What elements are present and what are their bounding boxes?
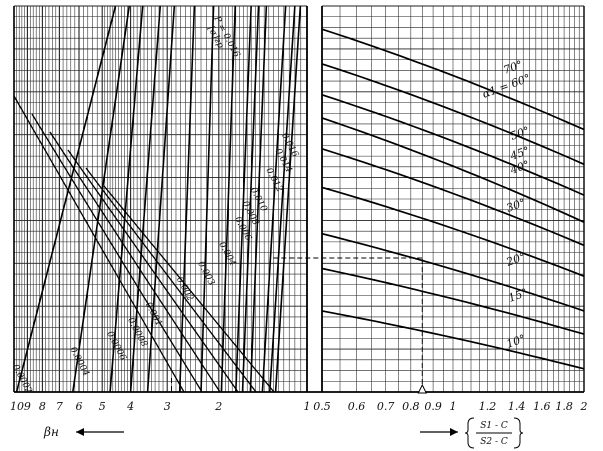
- background-diagonal: [103, 185, 275, 393]
- left-x-tick-label: 3: [164, 400, 171, 413]
- p-curve-0.014: [268, 5, 296, 393]
- right-x-tick-label: 1.2: [479, 400, 497, 413]
- right-x-tick-label: 0.6: [348, 400, 366, 413]
- alpha-curve-5: [321, 186, 585, 277]
- left-x-tick-label: 2: [214, 400, 222, 413]
- right-x-tick-label: 2: [580, 400, 588, 413]
- right-axis-arrowhead: [450, 428, 458, 436]
- p-curve-0.001: [146, 5, 176, 393]
- p-curve-0.006: [234, 5, 252, 393]
- alpha-curve-1: [321, 63, 585, 166]
- alpha-curve-8: [321, 310, 585, 370]
- right-x-tick-label: 1: [450, 400, 457, 413]
- alpha-curve-2: [321, 93, 585, 196]
- p-curve-label: 0.004: [216, 240, 237, 268]
- p-curve-label: 0.003: [195, 260, 216, 288]
- background-diagonal: [85, 167, 257, 393]
- left-axis-arrowhead: [76, 428, 84, 436]
- p-curve-0.002: [178, 5, 196, 393]
- p-curve-0.016: [274, 5, 302, 393]
- left-x-tick-label: 6: [76, 400, 83, 413]
- alpha-curve-label: 70°: [502, 58, 525, 77]
- p-curve-0.0002: [15, 5, 117, 393]
- left-x-tick-label: 7: [56, 400, 63, 413]
- alpha-curve-label: 40°: [508, 158, 532, 177]
- left-x-tick-label: 1: [304, 400, 311, 413]
- alpha-curve-3: [321, 117, 585, 223]
- background-diagonal: [67, 149, 239, 393]
- fraction-bracket-left: [464, 417, 475, 449]
- example-marker-triangle: [417, 383, 428, 394]
- grid: [13, 5, 585, 393]
- p-curve-0.008: [241, 5, 260, 393]
- background-diagonal: [31, 113, 203, 393]
- left-axis-title: βн: [43, 425, 59, 439]
- alpha-curve-label: 30°: [505, 196, 528, 215]
- p-curve-0.012: [261, 5, 287, 393]
- p-curve-label: 0.001: [143, 301, 164, 328]
- alpha-curve-0: [321, 28, 585, 131]
- p-curve-label: 0.012: [263, 167, 284, 195]
- right-x-tick-label: 0.9: [424, 400, 442, 413]
- alpha-curve-6: [321, 232, 585, 312]
- left-x-tick-label: 9: [24, 400, 31, 413]
- p-curve-0.0004: [72, 5, 131, 393]
- right-axis-title-denominator: S2 - C: [480, 437, 508, 447]
- curves: [13, 5, 585, 393]
- right-x-tick-label: 1.6: [533, 400, 551, 413]
- p-curve-0.003: [200, 5, 215, 393]
- p-curve-0.0008: [129, 5, 162, 393]
- axes: 10 9 8 7 6 5 4 3 2 1 0.5 0.6 0.7 0.8 0.9 1 1.2 1.4 1.6 1.8 2…: [10, 383, 588, 449]
- alpha-curve-label: 50°: [509, 124, 532, 143]
- left-x-tick-label: 8: [39, 400, 46, 413]
- alpha-curve-7: [321, 267, 585, 335]
- left-x-tick-label: 10: [10, 400, 24, 413]
- right-x-tick-label: 0.7: [377, 400, 395, 413]
- p-curve-0.010: [249, 5, 268, 393]
- p-curve-0.004: [220, 5, 237, 393]
- fraction-bracket-right: [513, 417, 524, 449]
- right-x-tick-label: 1.8: [555, 400, 573, 413]
- p-curve-0.0006: [109, 5, 144, 393]
- right-x-tick-label: 0.5: [313, 400, 331, 413]
- right-axis-title-numerator: S1 - C: [480, 421, 508, 431]
- alpha-curve-label: 10°: [505, 332, 528, 351]
- background-diagonal: [13, 95, 185, 393]
- background-diagonal: [49, 131, 221, 393]
- right-x-tick-label: 1.4: [508, 400, 526, 413]
- left-x-tick-label: 4: [126, 400, 134, 413]
- left-x-tick-label: 5: [99, 400, 106, 413]
- alpha-curve-4: [321, 147, 585, 247]
- p-curve-label: 0.002: [174, 275, 195, 303]
- alpha-curve-label: 15°: [507, 286, 530, 305]
- right-x-tick-label: 0.8: [402, 400, 420, 413]
